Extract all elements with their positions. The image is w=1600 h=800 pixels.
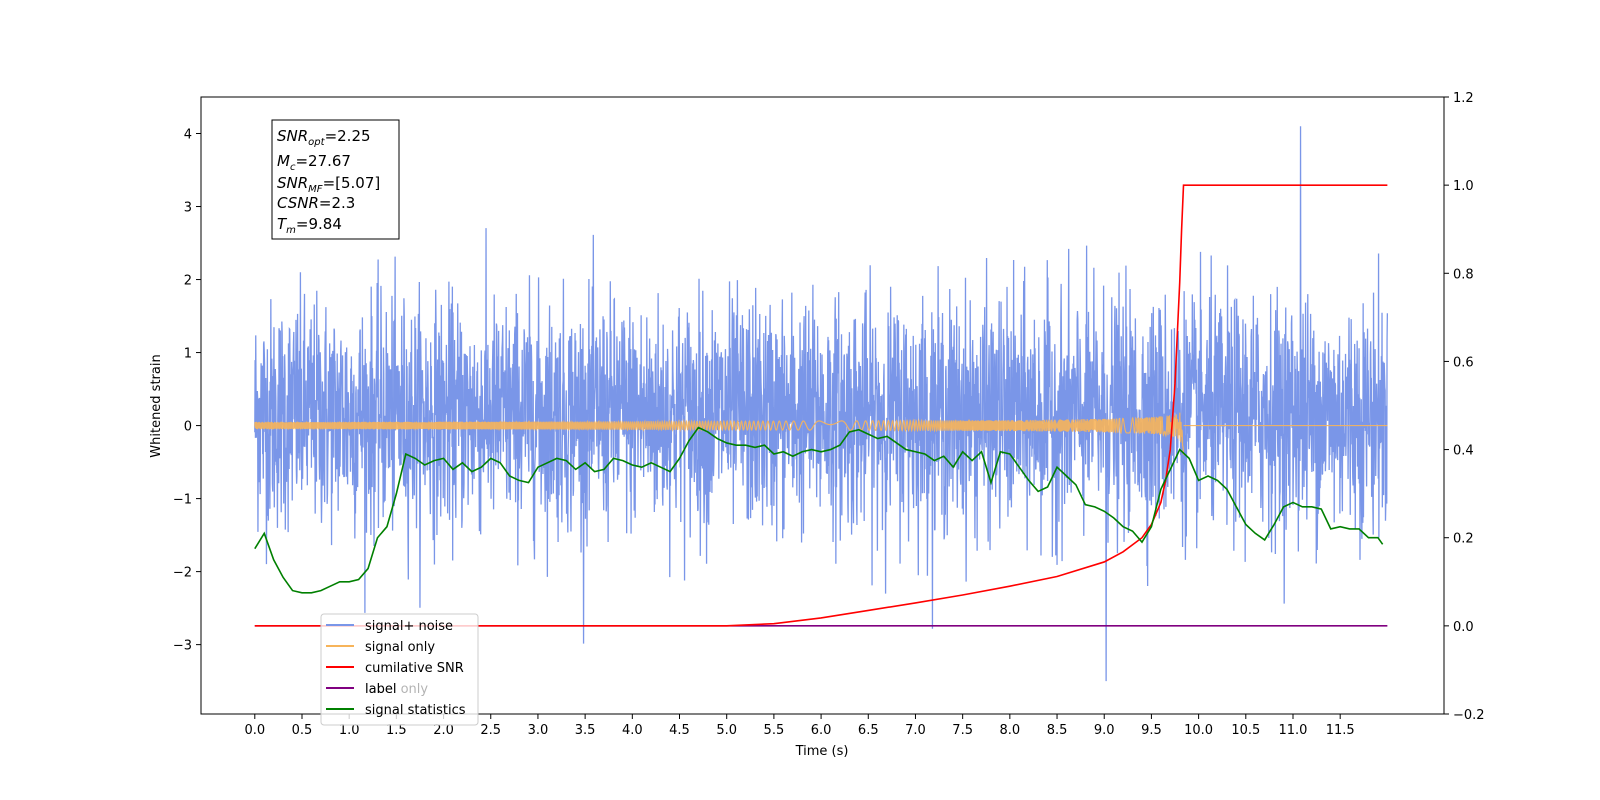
- y-left-tick-label: 2: [184, 274, 192, 289]
- x-tick-label: 11.5: [1326, 723, 1355, 738]
- y-left-tick-label: 4: [184, 128, 192, 143]
- x-tick-label: 7.0: [905, 723, 926, 738]
- annotation-line-csnr: CSNR=2.3: [277, 194, 355, 212]
- series-signal-noise: [254, 126, 1389, 682]
- x-tick-label: 5.5: [764, 723, 785, 738]
- x-tick-label: 8.5: [1047, 723, 1068, 738]
- x-tick-label: 9.0: [1094, 723, 1115, 738]
- x-tick-label: 10.5: [1231, 723, 1260, 738]
- x-tick-label: 7.5: [952, 723, 973, 738]
- legend-label-signal-noise: signal+ noise: [365, 619, 453, 634]
- y-left-tick-label: 1: [184, 347, 192, 362]
- series-signal-statistics: [254, 426, 1384, 594]
- y-right-tick-label: 0.0: [1453, 620, 1474, 635]
- x-tick-label: 3.5: [575, 723, 596, 738]
- legend-label-signal-statistics: signal statistics: [365, 703, 466, 718]
- x-tick-label: 10.0: [1184, 723, 1213, 738]
- x-tick-label: 0.5: [292, 723, 313, 738]
- x-tick-label: 1.0: [339, 723, 360, 738]
- x-tick-label: 6.5: [858, 723, 879, 738]
- x-tick-label: 11.0: [1279, 723, 1308, 738]
- legend-label-label: label: [365, 682, 396, 697]
- series-layer: [254, 126, 1389, 682]
- y-right-tick-label: 1.2: [1453, 91, 1474, 106]
- x-tick-label: 6.0: [811, 723, 832, 738]
- y-right-tick-label: 0.8: [1453, 267, 1474, 282]
- x-tick-label: 4.5: [669, 723, 690, 738]
- annotation-line-snr-mf: SNRMF=[5.07]: [277, 174, 380, 195]
- y-left-tick-label: 3: [184, 201, 192, 216]
- x-axis: 0.0 0.5 1.0 1.5 2.0 2.5 3.0 3.5 4.0 4.5 5.0 5.5 6.0 6…: [244, 714, 1355, 738]
- y-right-tick-label: 1.0: [1453, 179, 1474, 194]
- y-right-tick-label: 0.4: [1453, 444, 1474, 459]
- series-signal-only: [254, 412, 1185, 455]
- x-tick-label: 1.5: [386, 723, 407, 738]
- annotation-line-snr-opt: SNRopt=2.25: [277, 127, 371, 148]
- legend: signal+ noise signal only cumilative SNR…: [320, 613, 479, 726]
- legend-label-signal-only: signal only: [365, 640, 435, 655]
- annotation-line-tm: Tm=9.84: [277, 215, 342, 236]
- x-tick-label: 2.5: [480, 723, 501, 738]
- y-right-tick-label: 0.2: [1453, 532, 1474, 547]
- x-tick-label: 8.0: [1000, 723, 1021, 738]
- y-axis-right: −0.2 0.0 0.2 0.4 0.6 0.8 1.0 1.2: [1444, 91, 1485, 723]
- y-left-tick-label: −2: [173, 566, 192, 581]
- y-right-tick-label: −0.2: [1453, 708, 1485, 723]
- y-axis-label: Whitened strain: [149, 354, 164, 457]
- x-tick-label: 0.0: [244, 723, 265, 738]
- x-tick-label: 9.5: [1141, 723, 1162, 738]
- y-left-tick-label: 0: [184, 420, 192, 435]
- plot-frame: [200, 96, 1445, 715]
- y-right-tick-label: 0.6: [1453, 355, 1474, 370]
- y-left-tick-label: −3: [173, 639, 192, 654]
- legend-frame: [320, 613, 479, 726]
- annotation-line-mc: Mc=27.67: [277, 152, 351, 173]
- y-axis-left: −3 −2 −1 0 1 2 3 4: [173, 128, 201, 654]
- x-tick-label: 3.0: [528, 723, 549, 738]
- x-tick-label: 4.0: [622, 723, 643, 738]
- x-tick-label: 2.0: [433, 723, 454, 738]
- x-axis-label: Time (s): [795, 744, 849, 759]
- stats-annotation-box: SNRopt=2.25 Mc=27.67 SNRMF=[5.07] CSNR=2…: [271, 119, 400, 240]
- legend-label-label-only: label only: [365, 682, 428, 697]
- y-left-tick-label: −1: [173, 493, 192, 508]
- series-cumulative-snr: [254, 184, 1388, 627]
- x-tick-label: 5.0: [716, 723, 737, 738]
- annotation-frame: [271, 119, 400, 240]
- legend-label-cumulative-snr: cumilative SNR: [365, 661, 464, 676]
